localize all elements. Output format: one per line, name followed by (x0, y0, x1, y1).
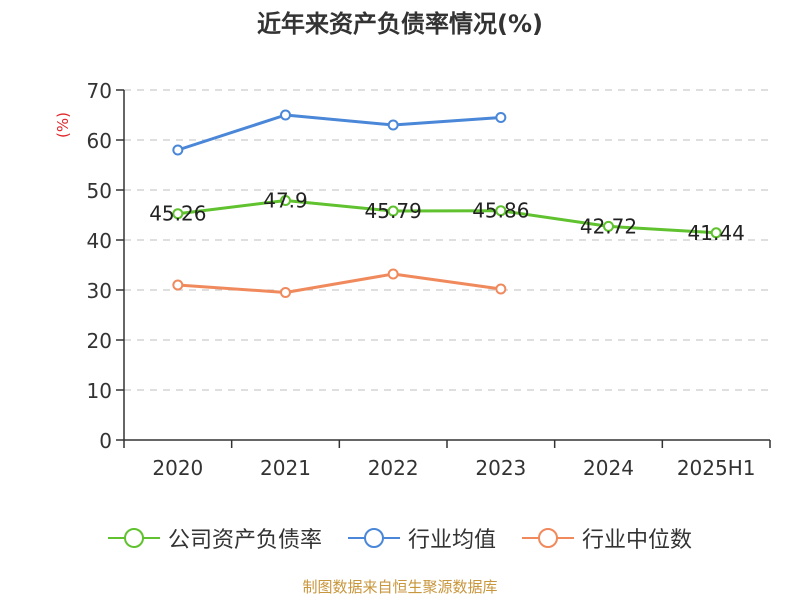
y-tick-label: 60 (87, 129, 112, 153)
data-label: 45.26 (149, 202, 206, 226)
data-point (387, 205, 399, 217)
legend-item[interactable]: 行业中位数 (522, 522, 692, 554)
legend-item[interactable]: 公司资产负债率 (107, 522, 322, 554)
data-label: 41.44 (688, 221, 745, 245)
data-point (710, 227, 722, 239)
source-note: 制图数据来自恒生聚源数据库 (302, 578, 498, 596)
x-tick-label: 2023 (475, 456, 526, 480)
legend-marker-icon (347, 528, 400, 548)
x-tick-label: 2022 (368, 456, 419, 480)
chart-title: 近年来资产负债率情况(%) (257, 10, 543, 38)
data-point (387, 119, 399, 131)
x-tick-label: 2024 (583, 456, 634, 480)
series-line (177, 113, 501, 152)
data-point (495, 283, 507, 295)
legend: 公司资产负债率 行业均值 行业中位数 (0, 520, 800, 556)
data-point (603, 220, 614, 232)
data-label: 45.86 (472, 199, 529, 223)
y-axis-label: (%) (54, 112, 72, 138)
y-tick-label: 0 (99, 429, 112, 453)
data-point (172, 279, 184, 291)
y-tick-label: 30 (87, 279, 112, 303)
data-label: 42.72 (580, 214, 637, 238)
x-tick-label: 2025H1 (677, 456, 756, 480)
y-tick-label: 70 (87, 79, 112, 103)
data-point (172, 144, 184, 156)
x-tick-label: 2021 (260, 456, 311, 480)
legend-label: 公司资产负债率 (167, 528, 322, 553)
y-tick-label: 20 (87, 329, 112, 353)
legend-label: 行业均值 (407, 528, 496, 553)
data-point (280, 195, 291, 206)
legend-item[interactable]: 行业均值 (347, 522, 496, 554)
legend-label: 行业中位数 (582, 528, 693, 553)
legend-marker-icon (107, 528, 160, 548)
data-point (495, 112, 507, 123)
y-tick-label: 50 (87, 179, 112, 203)
data-point (387, 268, 399, 280)
data-point (495, 205, 507, 217)
series-line (177, 272, 502, 294)
x-tick-label: 2020 (152, 456, 203, 480)
legend-marker-icon (522, 528, 574, 548)
data-point (280, 287, 291, 298)
data-point (280, 109, 291, 121)
data-label: 45.79 (365, 199, 422, 223)
series-line (177, 199, 717, 235)
data-label: 47.9 (263, 189, 308, 213)
data-point (172, 208, 184, 220)
y-tick-label: 40 (87, 229, 112, 253)
y-tick-label: 10 (87, 379, 112, 403)
